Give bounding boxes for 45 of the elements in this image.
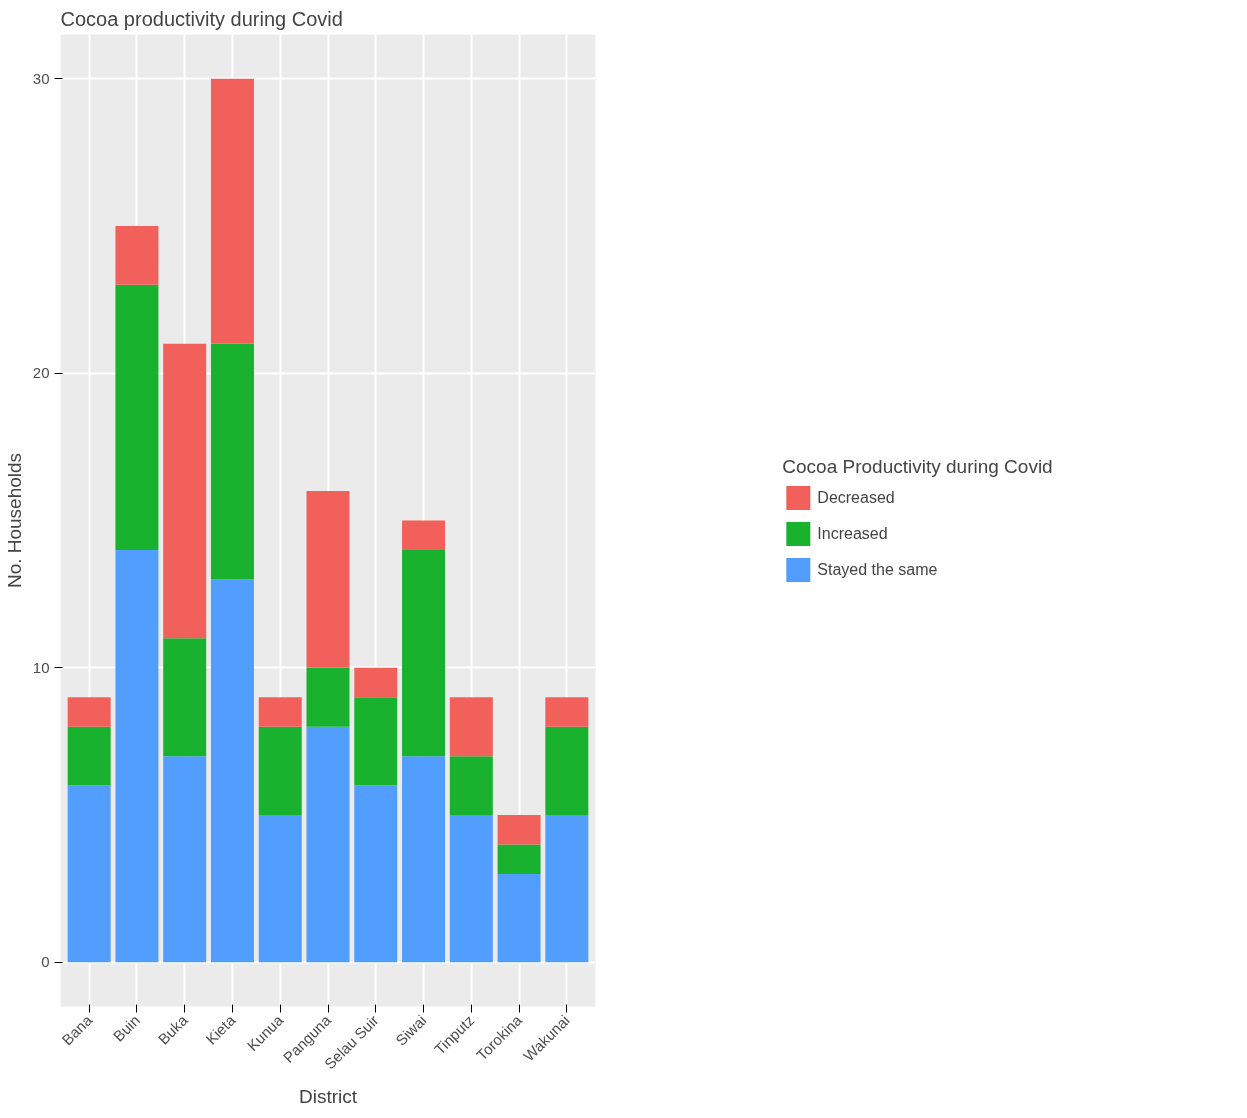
bar	[306, 726, 350, 963]
x-tick-label: Buin	[109, 1011, 143, 1045]
bar	[258, 815, 302, 963]
bar	[497, 844, 541, 874]
bar	[545, 815, 589, 963]
bar	[258, 697, 302, 727]
bar	[449, 815, 493, 963]
bar	[449, 756, 493, 816]
bar	[210, 579, 254, 963]
y-tick-label: 30	[32, 69, 50, 87]
bar	[210, 78, 254, 344]
bar	[306, 491, 350, 668]
legend-label: Decreased	[817, 488, 895, 507]
bar	[449, 697, 493, 757]
legend-label: Increased	[817, 524, 888, 543]
bar	[402, 756, 446, 963]
bar	[163, 638, 207, 757]
bar	[67, 726, 111, 786]
bar	[354, 785, 398, 963]
legend-label: Stayed the same	[817, 560, 938, 579]
y-tick-label: 10	[32, 658, 50, 676]
bar	[545, 726, 589, 816]
bar	[354, 667, 398, 698]
bar	[497, 873, 541, 963]
bar	[306, 667, 350, 727]
y-tick-label: 0	[41, 953, 50, 971]
y-axis-title: No. Households	[3, 452, 25, 589]
bar	[67, 785, 111, 963]
bar	[402, 549, 446, 757]
bar	[497, 815, 541, 845]
x-axis-title: District	[298, 1086, 358, 1108]
legend-title: Cocoa Productivity during Covid	[782, 455, 1053, 478]
bar	[354, 697, 398, 786]
bar	[258, 726, 302, 816]
chart-title: Cocoa productivity during Covid	[60, 7, 343, 30]
y-tick-label: 20	[32, 364, 50, 382]
bar	[210, 343, 254, 580]
bar	[402, 520, 446, 550]
bar	[163, 343, 207, 639]
bar	[115, 225, 159, 285]
bar	[163, 756, 207, 963]
bar	[115, 549, 159, 963]
bar	[67, 697, 111, 727]
bar	[545, 697, 589, 727]
bar	[115, 284, 159, 550]
